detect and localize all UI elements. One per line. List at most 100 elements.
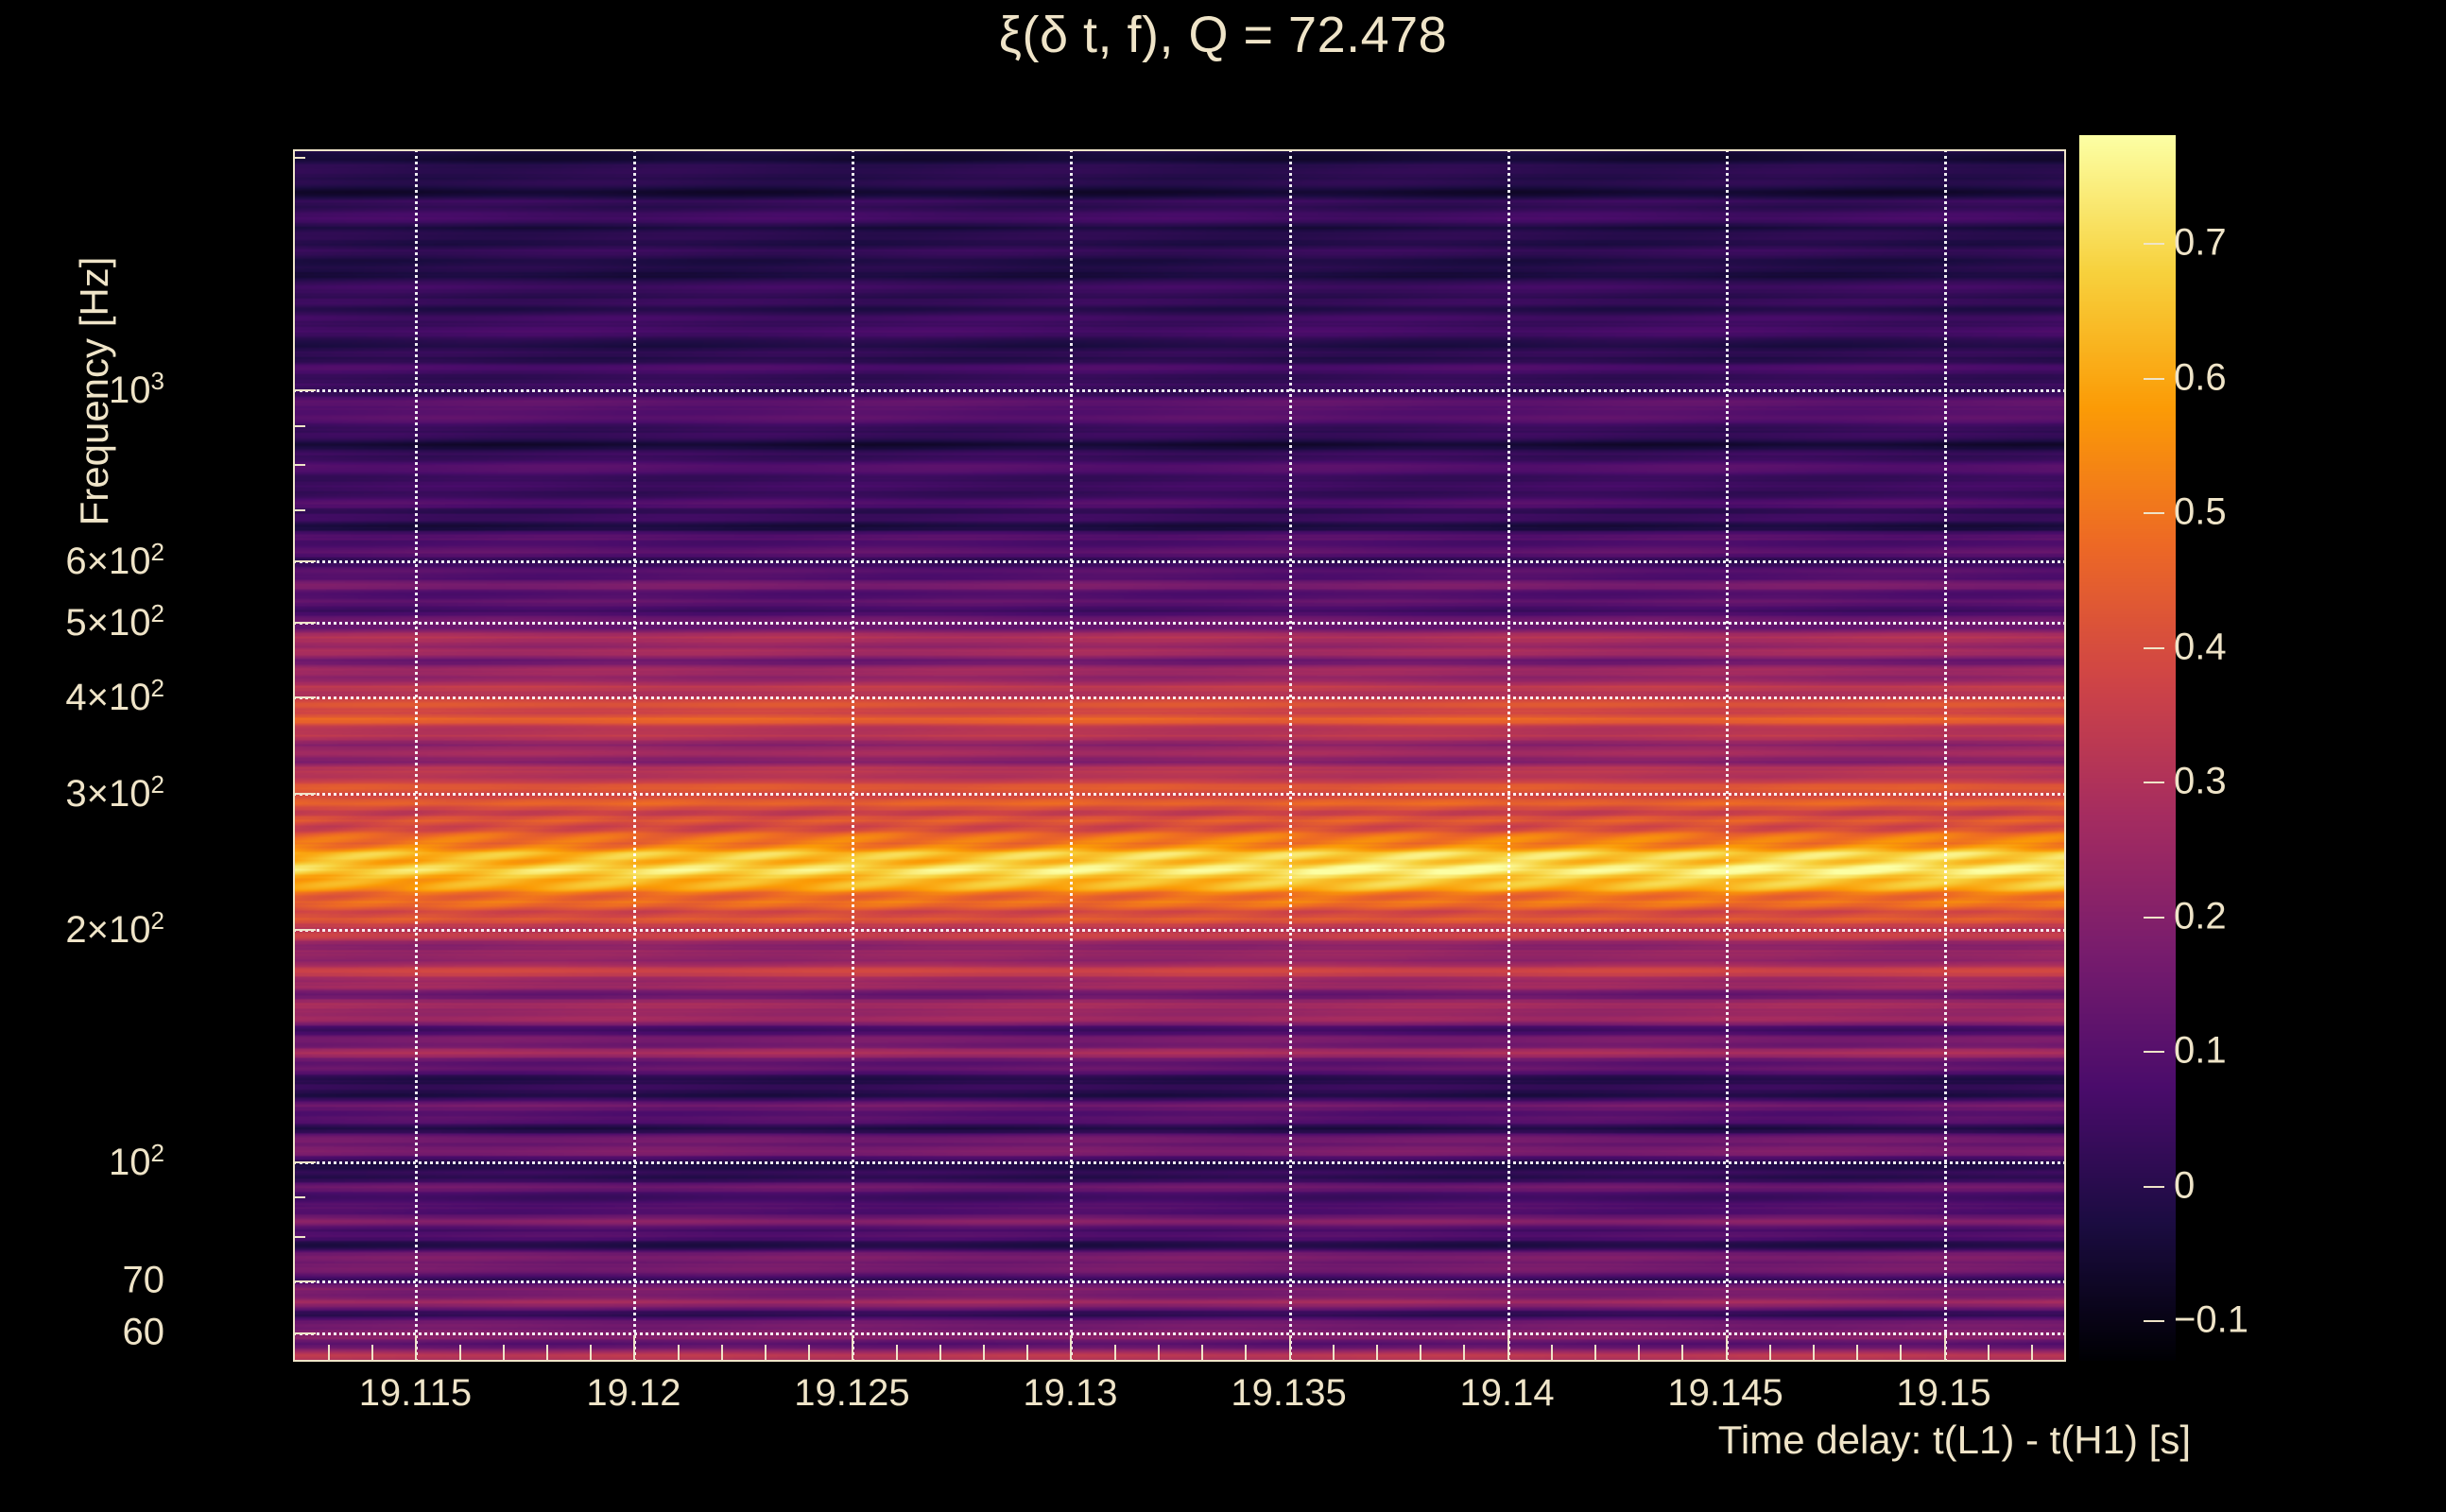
- colorbar-tick-label: 0.4: [2174, 626, 2227, 668]
- grid-line-horizontal: [293, 1332, 2066, 1336]
- grid-line-horizontal: [293, 1280, 2066, 1284]
- x-axis-minor-tick: [327, 1345, 330, 1362]
- y-axis-tick-label: 6×102: [65, 538, 164, 583]
- y-axis-minor-tick: [293, 424, 305, 427]
- x-axis-minor-tick: [1681, 1345, 1684, 1362]
- grid-line-horizontal: [293, 622, 2066, 626]
- y-axis-title: Frequency [Hz]: [72, 256, 116, 526]
- y-axis-minor-tick: [293, 929, 305, 932]
- y-axis-tick-label: 2×102: [65, 905, 164, 952]
- x-axis-tick-label: 19.14: [1459, 1372, 1555, 1414]
- y-axis-tick-label: 3×102: [65, 770, 164, 816]
- y-axis-minor-tick: [293, 1236, 305, 1239]
- y-axis-minor-tick: [293, 389, 305, 392]
- x-axis-minor-tick: [1332, 1345, 1335, 1362]
- grid-line-horizontal: [293, 560, 2066, 564]
- x-axis-minor-tick: [1987, 1345, 1990, 1362]
- y-axis-tick-label: 103: [109, 367, 164, 412]
- colorbar-tick: [2144, 1320, 2164, 1323]
- x-axis-major-tick: [415, 1335, 418, 1362]
- x-axis-minor-tick: [1245, 1345, 1248, 1362]
- x-axis-minor-tick: [1157, 1345, 1160, 1362]
- grid-line-vertical: [1070, 149, 1074, 1362]
- x-axis-minor-tick: [458, 1345, 461, 1362]
- y-axis-tick-label: 70: [122, 1259, 165, 1301]
- x-axis-minor-tick: [1420, 1345, 1422, 1362]
- x-axis-minor-tick: [939, 1345, 941, 1362]
- colorbar-tick-label: 0.3: [2174, 760, 2227, 802]
- colorbar-tick: [2144, 377, 2164, 380]
- grid-line-vertical: [415, 149, 419, 1362]
- grid-line-vertical: [633, 149, 637, 1362]
- x-axis-tick-label: 19.125: [794, 1372, 910, 1414]
- x-axis-tick-label: 19.15: [1896, 1372, 1991, 1414]
- x-axis-minor-tick: [1638, 1345, 1641, 1362]
- colorbar-gradient: [2079, 135, 2176, 1361]
- grid-line-horizontal: [293, 696, 2066, 700]
- y-axis-tick-label: 5×102: [65, 598, 164, 644]
- colorbar-tick-label: 0.2: [2174, 895, 2227, 937]
- x-axis-major-tick: [1943, 1335, 1946, 1362]
- x-axis-minor-tick: [1463, 1345, 1466, 1362]
- x-axis-minor-tick: [546, 1345, 548, 1362]
- colorbar: [2079, 135, 2176, 1361]
- x-axis-minor-tick: [895, 1345, 898, 1362]
- colorbar-tick: [2144, 1051, 2164, 1054]
- x-axis-minor-tick: [1856, 1345, 1859, 1362]
- y-axis-minor-tick: [293, 793, 305, 796]
- x-axis-major-tick: [1070, 1335, 1073, 1362]
- x-axis-minor-tick: [1593, 1345, 1596, 1362]
- colorbar-tick: [2144, 512, 2164, 515]
- grid-line-horizontal: [293, 793, 2066, 797]
- y-axis-minor-tick: [293, 1332, 305, 1335]
- y-axis-minor-tick: [293, 508, 305, 511]
- x-axis-minor-tick: [1768, 1345, 1771, 1362]
- colorbar-tick: [2144, 916, 2164, 919]
- x-axis-minor-tick: [590, 1345, 593, 1362]
- x-axis-major-tick: [852, 1335, 854, 1362]
- x-axis-minor-tick: [2031, 1345, 2034, 1362]
- y-axis-minor-tick: [293, 560, 305, 563]
- x-axis-tick-label: 19.145: [1667, 1372, 1783, 1414]
- heatmap-canvas: [293, 149, 2066, 1362]
- x-axis-minor-tick: [720, 1345, 723, 1362]
- y-axis-tick-label: 60: [122, 1311, 165, 1353]
- x-axis-major-tick: [1288, 1335, 1291, 1362]
- x-axis-minor-tick: [502, 1345, 505, 1362]
- x-axis-minor-tick: [371, 1345, 374, 1362]
- colorbar-tick-label: 0.1: [2174, 1029, 2227, 1072]
- y-axis-tick-label: 102: [109, 1138, 164, 1184]
- grid-line-vertical: [1943, 149, 1947, 1362]
- x-axis-minor-tick: [1113, 1345, 1116, 1362]
- x-axis-major-tick: [633, 1335, 636, 1362]
- grid-line-horizontal: [293, 389, 2066, 393]
- x-axis-major-tick: [1725, 1335, 1728, 1362]
- x-axis-minor-tick: [1375, 1345, 1378, 1362]
- grid-line-vertical: [1288, 149, 1292, 1362]
- x-axis-title: Time delay: t(L1) - t(H1) [s]: [1717, 1418, 2191, 1462]
- x-axis-tick-label: 19.115: [358, 1372, 473, 1414]
- colorbar-tick-label: 0: [2174, 1164, 2196, 1207]
- grid-line-horizontal: [293, 929, 2066, 933]
- x-axis-tick-label: 19.13: [1023, 1372, 1118, 1414]
- y-axis-minor-tick: [293, 157, 305, 160]
- x-axis-minor-tick: [1900, 1345, 1903, 1362]
- y-axis-minor-tick: [293, 1280, 305, 1283]
- colorbar-tick: [2144, 243, 2164, 246]
- grid-line-horizontal: [293, 1160, 2066, 1164]
- colorbar-tick: [2144, 1185, 2164, 1188]
- x-axis-minor-tick: [1201, 1345, 1204, 1362]
- x-axis-minor-tick: [983, 1345, 986, 1362]
- y-axis-minor-tick: [293, 696, 305, 699]
- y-axis-minor-tick: [293, 622, 305, 625]
- colorbar-tick-label: −0.1: [2174, 1298, 2248, 1341]
- x-axis-minor-tick: [765, 1345, 767, 1362]
- x-axis-minor-tick: [677, 1345, 680, 1362]
- colorbar-tick-label: 0.7: [2174, 221, 2227, 264]
- y-axis-minor-tick: [293, 1196, 305, 1199]
- figure-title: ξ(δ t, f), Q = 72.478: [998, 7, 1448, 63]
- x-axis-tick-label: 19.135: [1231, 1372, 1347, 1414]
- grid-line-vertical: [1507, 149, 1510, 1362]
- colorbar-tick-label: 0.6: [2174, 356, 2227, 399]
